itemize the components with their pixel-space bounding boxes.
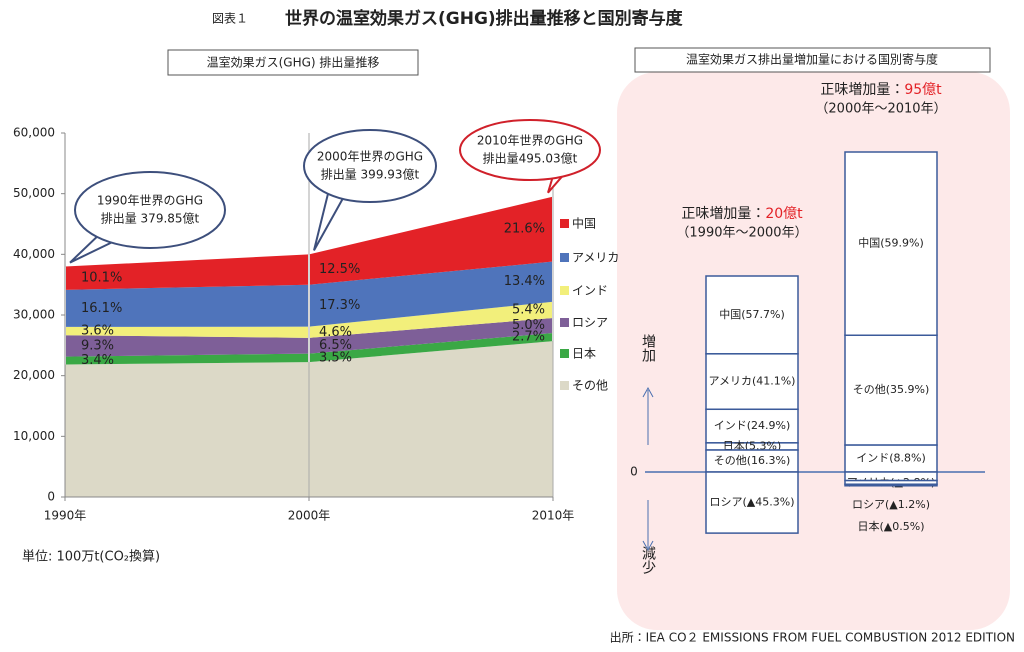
legend-swatch xyxy=(560,286,569,295)
net-total-label: 正味増加量： xyxy=(820,82,904,98)
legend-label: その他 xyxy=(572,379,608,393)
value-label: 10.1% xyxy=(81,271,122,286)
value-label: 21.6% xyxy=(504,222,545,237)
x-tick-label: 2010年 xyxy=(532,509,575,523)
bubble xyxy=(459,119,601,181)
period-label: （2000年～2010年） xyxy=(815,102,946,117)
bubble xyxy=(303,129,437,203)
segment-label: その他(16.3%) xyxy=(714,454,791,467)
x-tick-label: 1990年 xyxy=(44,509,87,523)
net-total: 正味増加量：95億t xyxy=(820,82,942,98)
value-label: 4.6% xyxy=(319,325,352,340)
bubble-text: 2010年世界のGHG xyxy=(477,134,583,148)
y-tick-label: 20,000 xyxy=(13,368,55,382)
subtitle-box xyxy=(634,47,991,73)
legend-label: ロシア xyxy=(572,316,608,330)
y-tick-label: 30,000 xyxy=(13,308,55,322)
value-label: 2.7% xyxy=(512,330,545,345)
chart-title: 温室効果ガス排出量増加量における国別寄与度 xyxy=(686,53,938,67)
value-label: 3.6% xyxy=(81,324,114,339)
panel-bg xyxy=(617,72,1010,630)
legend-label: 中国 xyxy=(572,216,596,231)
legend-swatch xyxy=(560,349,569,358)
segment-label: 中国(59.9%) xyxy=(858,237,924,250)
source: 出所：IEA CO２ EMISSIONS FROM FUEL COMBUSTIO… xyxy=(610,631,1015,645)
bar-segment xyxy=(844,334,938,446)
legend-label: 日本 xyxy=(572,347,596,361)
bubble xyxy=(74,171,226,249)
value-label: 5.0% xyxy=(512,318,545,333)
area xyxy=(65,301,553,338)
value-label: 12.5% xyxy=(319,262,360,277)
segment-label: ロシア(▲1.2%) xyxy=(852,498,930,511)
unit-label: 単位: 100万t(CO₂換算) xyxy=(22,549,160,565)
y-tick-label: 10,000 xyxy=(13,429,55,443)
page-title: 世界の温室効果ガス(GHG)排出量推移と国別寄与度 xyxy=(285,8,684,29)
area xyxy=(65,196,553,290)
bar-segment xyxy=(705,408,799,444)
bubble-text: 2000年世界のGHG xyxy=(317,150,423,164)
period-label: （1990年～2000年） xyxy=(676,226,807,241)
area xyxy=(65,333,553,365)
axis-direction: 増加 xyxy=(640,334,656,363)
y-tick-label: 0 xyxy=(630,465,638,479)
arrow-up xyxy=(642,386,654,445)
net-total-label: 正味増加量： xyxy=(681,206,765,222)
x-tick-label: 2000年 xyxy=(288,509,331,523)
segment-label: 日本(5.3%) xyxy=(723,438,782,452)
segment-label: ロシア(▲45.3%) xyxy=(710,496,795,509)
legend-swatch xyxy=(560,253,569,262)
bubble-text: 排出量495.03億t xyxy=(483,152,578,166)
segment-label: 中国(57.7%) xyxy=(719,308,785,321)
value-label: 5.4% xyxy=(512,302,545,317)
y-tick-label: 60,000 xyxy=(13,126,55,140)
subtitle-box xyxy=(167,49,419,76)
area xyxy=(65,318,553,357)
legend-swatch xyxy=(560,318,569,327)
value-label: 9.3% xyxy=(81,338,114,353)
bar-segment xyxy=(705,471,799,534)
y-tick-label: 40,000 xyxy=(13,247,55,261)
y-tick-label: 0 xyxy=(47,490,55,504)
value-label: 16.1% xyxy=(81,301,122,316)
segment-label: 日本(▲0.5%) xyxy=(858,519,925,533)
value-label: 6.5% xyxy=(319,338,352,353)
legend-label: インド xyxy=(572,284,608,298)
bar-segment xyxy=(705,353,799,411)
net-total-value: 95億t xyxy=(904,82,942,98)
bar-segment xyxy=(844,151,938,337)
legend-label: アメリカ xyxy=(572,251,619,265)
bar-segment xyxy=(705,275,799,355)
bar-segment xyxy=(844,444,938,473)
value-label: 13.4% xyxy=(504,274,545,289)
bubble-text: 排出量 399.93億t xyxy=(321,168,420,182)
figure-label: 図表１ xyxy=(212,12,248,26)
bubble-text: 1990年世界のGHG xyxy=(97,194,203,208)
y-tick-label: 50,000 xyxy=(13,186,55,200)
value-label: 3.4% xyxy=(81,353,114,368)
arrow-down xyxy=(642,500,654,552)
segment-label: インド(24.9%) xyxy=(714,419,791,432)
segment-label: その他(35.9%) xyxy=(853,383,930,396)
net-total-value: 20億t xyxy=(765,206,803,222)
bar-segment xyxy=(844,483,938,487)
legend-swatch xyxy=(560,381,569,390)
legend-swatch xyxy=(560,219,569,228)
net-total: 正味増加量：20億t xyxy=(681,206,803,222)
segment-label: インド(8.8%) xyxy=(856,452,926,465)
value-label: 3.5% xyxy=(319,350,352,365)
chart-title: 温室効果ガス(GHG) 排出量推移 xyxy=(207,55,380,70)
axis-direction: 減少 xyxy=(640,545,656,574)
value-label: 17.3% xyxy=(319,298,360,313)
segment-label: アメリカ(41.1%) xyxy=(709,375,796,388)
bubble-text: 排出量 379.85億t xyxy=(101,212,200,226)
